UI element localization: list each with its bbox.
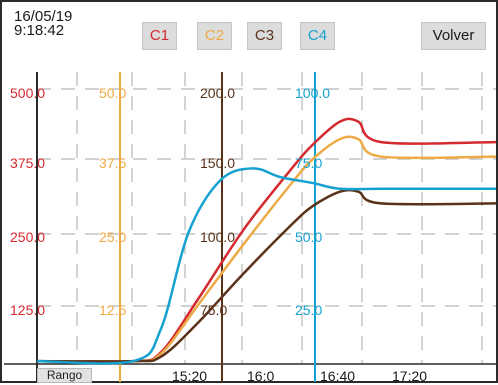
- date-display: 16/05/19: [14, 8, 73, 25]
- y-tick-label-c1-1: 375.0: [10, 155, 45, 171]
- y-tick-label-c4-2: 50.0: [295, 229, 322, 245]
- series-line-c3: [36, 188, 497, 363]
- y-tick-label-c3-1: 150.0: [200, 155, 235, 171]
- y-tick-label-c3-2: 100.0: [200, 229, 235, 245]
- x-tick-label-2: 16:40: [320, 368, 355, 384]
- y-tick-label-c2-0: 50.0: [99, 85, 126, 101]
- y-tick-label-c1-2: 250.0: [10, 229, 45, 245]
- channel-c3-button[interactable]: C3: [247, 22, 282, 50]
- x-tick-label-3: 17:20: [392, 368, 427, 384]
- time-display: 9:18:42: [14, 22, 65, 39]
- y-tick-label-c3-0: 200.0: [200, 85, 235, 101]
- y-tick-label-c1-3: 125.0: [10, 302, 45, 318]
- back-button[interactable]: Volver: [421, 22, 486, 50]
- x-tick-label-1: 16:0: [247, 368, 274, 384]
- channel-c4-button[interactable]: C4: [300, 22, 335, 50]
- y-tick-label-c4-3: 25.0: [295, 302, 322, 318]
- x-tick-label-0: 15:20: [172, 368, 207, 384]
- channel-c1-button[interactable]: C1: [142, 22, 177, 50]
- channel-c2-button[interactable]: C2: [197, 22, 232, 50]
- series-line-c4: [36, 167, 496, 365]
- y-tick-label-c2-2: 25.0: [99, 229, 126, 245]
- y-tick-label-c4-0: 100.0: [295, 85, 330, 101]
- y-tick-label-c4-1: 75.0: [295, 155, 322, 171]
- y-tick-label-c1-0: 500.0: [10, 85, 45, 101]
- range-button[interactable]: Rango: [37, 368, 92, 383]
- y-tick-label-c3-3: 75.0: [200, 302, 227, 318]
- y-tick-label-c2-1: 37.5: [99, 155, 126, 171]
- y-tick-label-c2-3: 12.5: [99, 302, 126, 318]
